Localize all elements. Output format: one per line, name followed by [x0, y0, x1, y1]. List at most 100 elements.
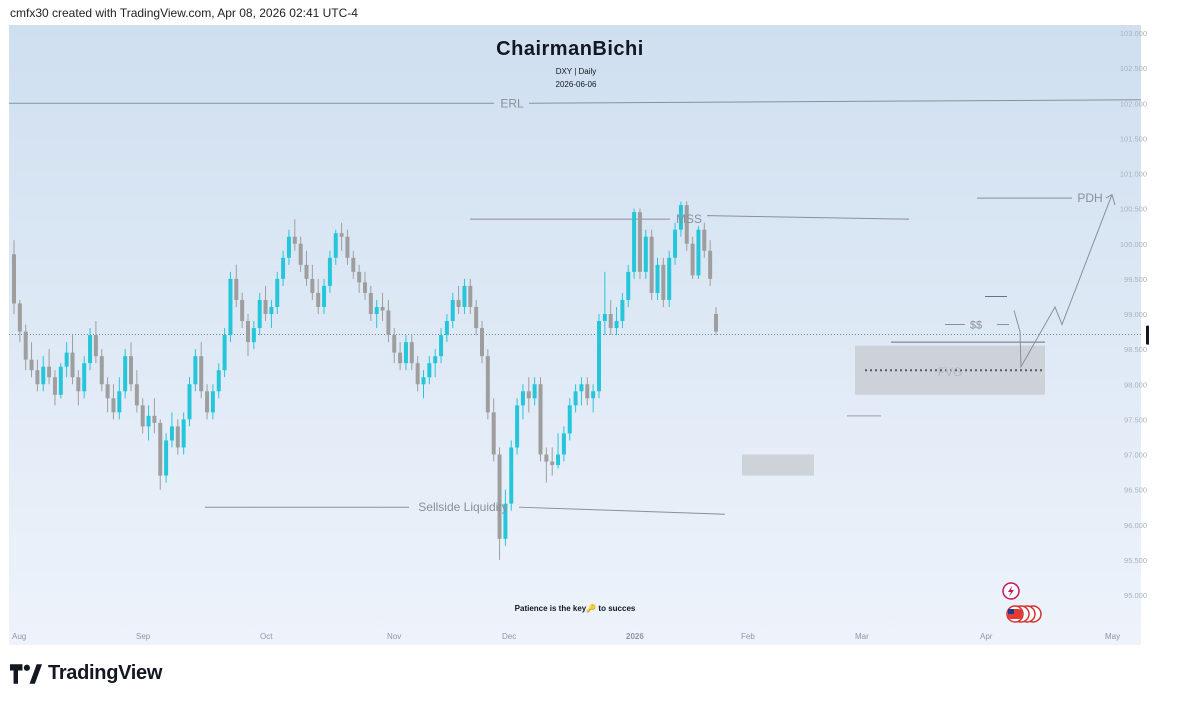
- candle-bearish: [368, 292, 373, 314]
- price-tick-label: 97.000: [1124, 451, 1147, 460]
- candle-bullish: [322, 285, 327, 307]
- candle-bearish: [304, 264, 309, 279]
- candle-bullish: [286, 236, 291, 258]
- lightning-icon: [1008, 586, 1014, 597]
- candle-bearish: [111, 398, 116, 413]
- candle-bullish: [257, 299, 262, 329]
- candle-bearish: [585, 384, 590, 399]
- candle-bearish: [134, 384, 139, 406]
- time-axis[interactable]: Aug Sep Oct Nov Dec 2026 Feb Mar Apr May: [12, 632, 1120, 641]
- erl-label: ERL: [500, 96, 524, 110]
- time-tick-label: Aug: [12, 632, 26, 641]
- candle-bearish: [158, 422, 163, 476]
- candle-bearish: [702, 229, 707, 251]
- candle-bullish: [193, 356, 198, 385]
- sellside-label: Sellside Liquidity: [418, 500, 507, 514]
- candle-bullish: [573, 391, 578, 406]
- candle-bullish: [509, 447, 514, 504]
- candle-bearish: [714, 314, 718, 332]
- candle-bearish: [246, 321, 250, 343]
- candle-bearish: [550, 461, 555, 466]
- candle-bullish: [403, 342, 408, 364]
- price-tick-label: 96.500: [1124, 486, 1147, 495]
- candle-bullish: [181, 419, 186, 448]
- candle-bearish: [380, 306, 385, 311]
- time-tick-label: Oct: [260, 632, 273, 641]
- candle-bearish: [608, 314, 613, 329]
- candle-bearish: [175, 426, 180, 448]
- candle-bullish: [169, 426, 174, 441]
- candlestick-chart[interactable]: 103.000 102.500 102.000 101.500 101.000 100.5…: [9, 25, 1179, 645]
- candle-bullish: [41, 366, 46, 385]
- sellside-line: [518, 506, 726, 515]
- candle-bearish: [351, 257, 356, 272]
- mss-line: [706, 215, 910, 220]
- candle-bullish: [275, 278, 280, 307]
- candle-bullish: [421, 377, 426, 385]
- candle-bullish: [515, 405, 520, 448]
- candle-bearish: [339, 233, 344, 237]
- candle-bullish: [251, 328, 256, 343]
- chart-title: ChairmanBichi: [496, 38, 644, 60]
- candle-bearish: [526, 391, 531, 399]
- price-tick-label: 95.000: [1124, 591, 1147, 600]
- projection-path: [1013, 194, 1113, 369]
- candle-bearish: [93, 335, 98, 357]
- candle-bearish: [152, 415, 157, 423]
- last-price-badge: [1146, 325, 1179, 345]
- candle-bullish: [614, 321, 619, 329]
- candle-bearish: [12, 254, 16, 304]
- price-tick-label: 101.500: [1120, 134, 1147, 143]
- candle-bullish: [374, 306, 379, 314]
- candle-bearish: [538, 384, 543, 455]
- candle-bearish: [52, 377, 57, 395]
- candle-bearish: [316, 292, 321, 307]
- candle-bullish: [678, 205, 683, 230]
- price-tick-label: 102.500: [1120, 64, 1147, 73]
- candle-bearish: [491, 412, 496, 455]
- candle-bearish: [386, 310, 391, 336]
- candle-bullish: [462, 285, 467, 307]
- candle-bullish: [222, 335, 227, 371]
- price-tick-label: 100.500: [1120, 205, 1147, 214]
- candle-bullish: [655, 264, 660, 293]
- candle-bearish: [240, 299, 245, 322]
- chart-date: 2026-06-06: [556, 80, 597, 89]
- candle-bearish: [99, 356, 104, 385]
- price-tick-label: 102.000: [1120, 99, 1147, 108]
- price-tick-label: 103.000: [1120, 29, 1147, 38]
- price-tick-label: 96.000: [1124, 521, 1147, 530]
- candle-bearish: [684, 205, 689, 244]
- tradingview-logo-icon: [10, 663, 42, 684]
- candle-bullish: [597, 321, 601, 392]
- time-tick-label: Apr: [980, 632, 993, 641]
- annotation-lines: [9, 99, 1142, 515]
- candle-bearish: [205, 391, 210, 413]
- candle-bearish: [544, 454, 549, 462]
- chart-icons[interactable]: [1002, 582, 1042, 623]
- candle-bearish: [637, 212, 642, 272]
- candle-bearish: [456, 299, 461, 307]
- chart-frame[interactable]: 103.000 102.500 102.000 101.500 101.000 100.5…: [9, 25, 1179, 645]
- us-flag-canton: [1008, 609, 1014, 614]
- candle-bearish: [497, 454, 502, 539]
- price-tick-label: 101.000: [1120, 170, 1147, 179]
- price-tick-label: 97.500: [1124, 415, 1147, 424]
- price-tick-label: 100.000: [1120, 240, 1147, 249]
- candle-bullish: [64, 352, 69, 367]
- candle-bullish: [673, 229, 678, 258]
- candle-bearish: [468, 285, 473, 307]
- candle-bullish: [556, 454, 561, 466]
- candle-bearish: [199, 356, 204, 392]
- candle-bearish: [17, 303, 22, 332]
- pdh-label: PDH: [1077, 191, 1102, 205]
- candle-bearish: [363, 282, 367, 293]
- candle-bearish: [105, 384, 110, 399]
- candle-bullish: [450, 299, 455, 322]
- candle-bearish: [661, 264, 666, 300]
- candle-bullish: [88, 335, 93, 364]
- price-axis[interactable]: 103.000 102.500 102.000 101.500 101.000 100.5…: [1120, 29, 1147, 600]
- candle-bullish: [667, 257, 672, 300]
- price-tick-label: 98.500: [1124, 345, 1147, 354]
- tradingview-brand[interactable]: TradingView: [10, 662, 162, 685]
